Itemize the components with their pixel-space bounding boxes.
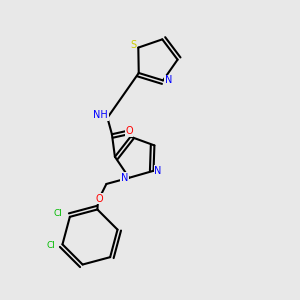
Text: Cl: Cl [46,242,55,250]
Text: O: O [95,194,103,204]
Text: O: O [125,126,133,136]
Text: N: N [154,166,162,176]
Text: S: S [131,40,137,50]
Text: Cl: Cl [53,209,62,218]
Text: NH: NH [93,110,108,120]
Text: N: N [165,75,172,85]
Text: N: N [121,173,128,183]
